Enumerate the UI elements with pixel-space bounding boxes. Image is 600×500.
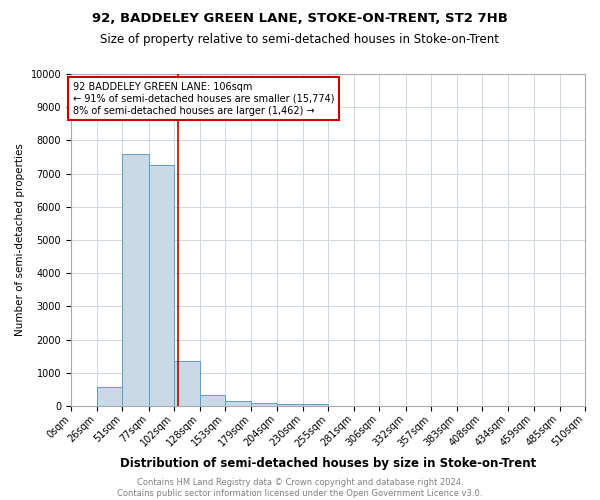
Text: 92 BADDELEY GREEN LANE: 106sqm
← 91% of semi-detached houses are smaller (15,774: 92 BADDELEY GREEN LANE: 106sqm ← 91% of … — [73, 82, 334, 116]
X-axis label: Distribution of semi-detached houses by size in Stoke-on-Trent: Distribution of semi-detached houses by … — [120, 457, 536, 470]
Y-axis label: Number of semi-detached properties: Number of semi-detached properties — [15, 144, 25, 336]
Bar — [200, 396, 225, 406]
Bar — [303, 404, 328, 406]
Bar — [225, 401, 251, 406]
Text: Size of property relative to semi-detached houses in Stoke-on-Trent: Size of property relative to semi-detach… — [101, 32, 499, 46]
Bar — [277, 404, 303, 406]
Bar — [122, 154, 149, 406]
Bar — [251, 403, 277, 406]
Text: 92, BADDELEY GREEN LANE, STOKE-ON-TRENT, ST2 7HB: 92, BADDELEY GREEN LANE, STOKE-ON-TRENT,… — [92, 12, 508, 26]
Text: Contains HM Land Registry data © Crown copyright and database right 2024.
Contai: Contains HM Land Registry data © Crown c… — [118, 478, 482, 498]
Bar — [149, 166, 174, 406]
Bar — [97, 387, 122, 406]
Bar — [174, 361, 200, 406]
